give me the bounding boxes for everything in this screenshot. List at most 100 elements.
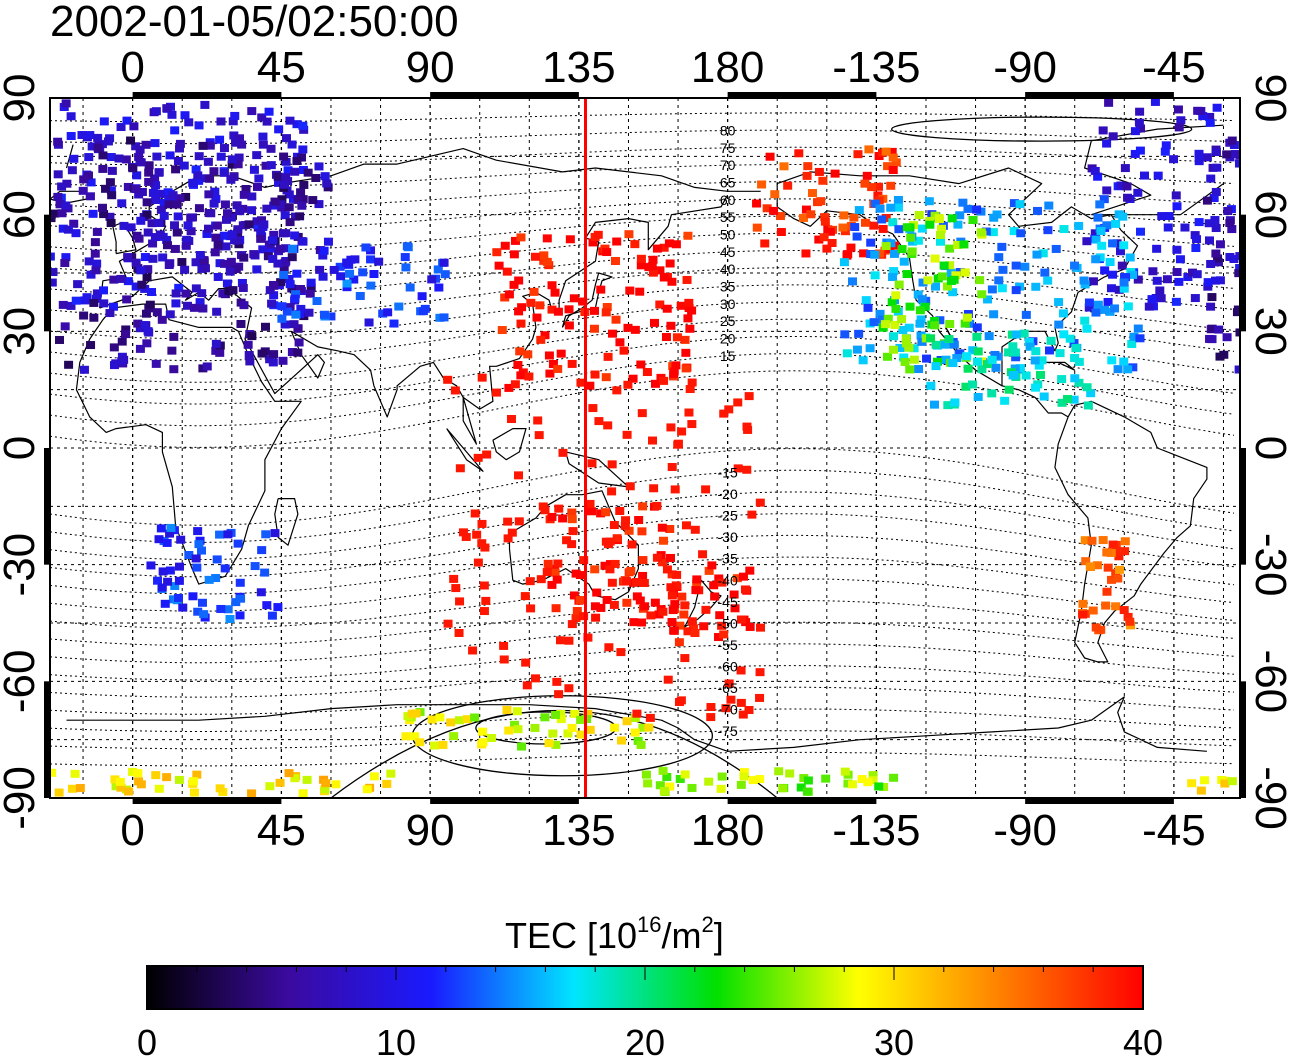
tec-data-point (279, 270, 289, 279)
tec-data-point (529, 287, 539, 296)
tec-data-point (1091, 308, 1101, 317)
tec-data-point (135, 344, 145, 353)
tec-data-point (1098, 536, 1108, 545)
tec-data-point (987, 389, 997, 398)
tec-data-point (61, 201, 71, 210)
tec-data-point (461, 532, 471, 541)
tec-data-point (247, 192, 257, 201)
tec-data-point (635, 287, 645, 296)
tec-data-point (710, 592, 720, 601)
tec-data-point (1093, 172, 1103, 181)
tec-data-point (564, 321, 574, 330)
tec-data-point (151, 181, 161, 190)
tec-data-point (202, 362, 212, 371)
tec-data-point (899, 257, 909, 266)
tec-data-point (252, 182, 262, 191)
tec-data-point (182, 301, 192, 310)
tec-data-point (622, 598, 632, 607)
tec-data-point (306, 283, 316, 292)
tec-data-point (200, 100, 210, 109)
tec-data-point (945, 319, 955, 328)
tec-data-point (162, 538, 172, 547)
tec-data-point (280, 211, 290, 220)
tec-data-point (738, 710, 748, 719)
tec-data-point (194, 121, 204, 130)
tec-data-point (410, 732, 420, 741)
tec-data-point (503, 517, 513, 526)
tec-data-point (604, 643, 614, 652)
tec-data-point (268, 254, 278, 263)
tec-data-point (783, 181, 793, 190)
tec-data-point (262, 204, 272, 213)
tec-data-point (752, 223, 762, 232)
tec-data-point (756, 623, 766, 632)
tec-data-point (857, 775, 867, 784)
tec-data-point (973, 357, 983, 366)
tec-data-point (146, 288, 156, 297)
tec-data-point (540, 506, 550, 515)
tec-data-point (61, 253, 71, 262)
tec-data-point (297, 201, 307, 210)
tec-data-point (676, 301, 686, 310)
tec-data-point (167, 346, 177, 355)
tec-data-point (881, 147, 891, 156)
tec-data-point (188, 213, 198, 222)
tec-data-point (658, 766, 668, 775)
tec-data-point (1147, 295, 1157, 304)
tec-data-point (50, 252, 55, 261)
tec-data-point (91, 266, 101, 275)
tec-data-point (692, 579, 702, 588)
right-scale-bar (1240, 681, 1246, 798)
tec-data-point (698, 550, 708, 559)
tec-data-point (745, 566, 755, 575)
tec-data-point (1130, 149, 1140, 158)
tec-data-point (596, 603, 606, 612)
tec-data-point (1174, 277, 1184, 286)
tec-data-point (755, 498, 765, 507)
tec-data-point (870, 271, 880, 280)
tec-data-point (607, 578, 617, 587)
tec-data-point (509, 250, 519, 259)
tec-data-point (1098, 126, 1108, 135)
tec-data-point (1222, 150, 1232, 159)
tec-data-point (450, 386, 460, 395)
tec-data-point (1039, 392, 1049, 401)
tec-data-point (542, 257, 552, 266)
tec-data-point (1193, 106, 1203, 115)
tec-data-point (1051, 244, 1061, 253)
tec-data-point (930, 254, 940, 263)
tec-data-point (922, 354, 932, 363)
tec-data-point (667, 591, 677, 600)
tec-data-point (227, 160, 237, 169)
tec-data-point (1114, 285, 1124, 294)
tec-data-point (274, 125, 284, 134)
tec-data-point (616, 648, 626, 657)
tec-data-point (210, 187, 220, 196)
contour-label-north: 20 (720, 330, 736, 346)
tec-data-point (1055, 349, 1065, 358)
tec-data-point (287, 284, 297, 293)
tec-data-point (930, 316, 940, 325)
tec-data-point (209, 199, 219, 208)
tec-data-point (84, 257, 94, 266)
tec-data-point (930, 282, 940, 291)
tec-data-point (195, 251, 205, 260)
tec-data-point (506, 414, 516, 423)
tec-data-point (1117, 261, 1127, 270)
tec-data-point (667, 570, 677, 579)
tec-data-point (266, 144, 276, 153)
tec-data-point (571, 614, 581, 623)
tec-data-point (280, 258, 290, 267)
tec-data-point (171, 289, 181, 298)
tec-data-point (579, 612, 589, 621)
left-scale-bar (44, 681, 50, 798)
tec-data-point (142, 198, 152, 207)
tec-data-point (514, 517, 524, 526)
tec-data-point (547, 281, 557, 290)
tec-data-point (117, 199, 127, 208)
tec-data-point (658, 607, 668, 616)
tec-data-point (477, 727, 487, 736)
tec-data-point (1172, 268, 1182, 277)
tec-data-point (294, 338, 304, 347)
tec-data-point (1206, 259, 1216, 268)
